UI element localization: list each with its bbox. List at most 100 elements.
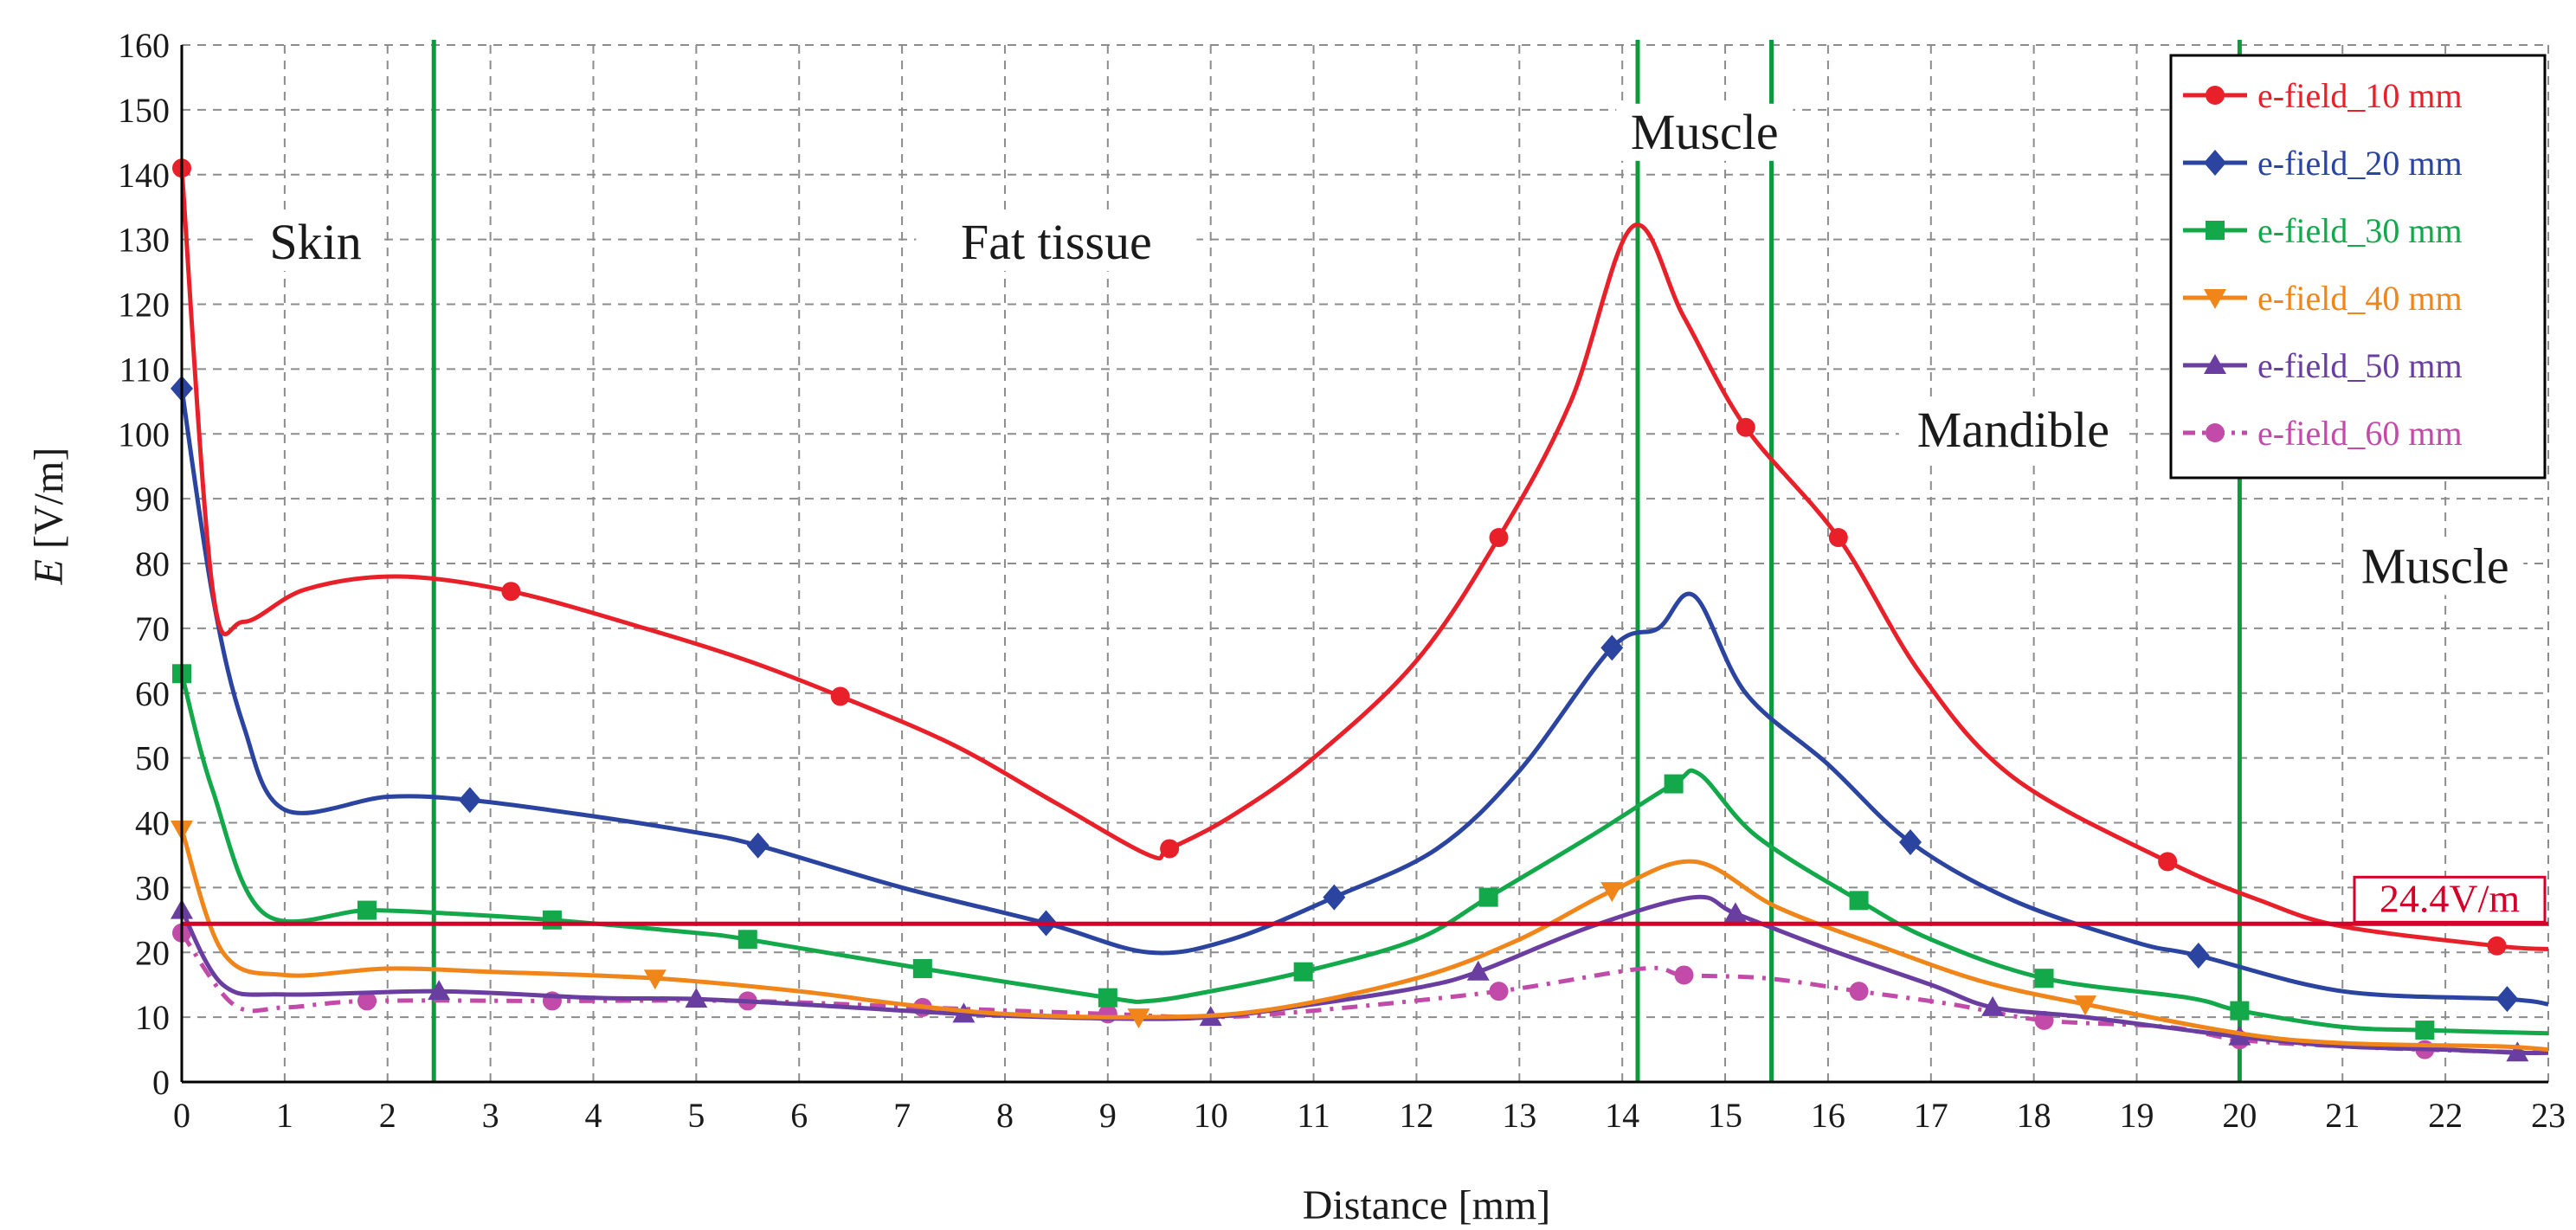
data-point <box>542 910 562 930</box>
y-tick-label: 140 <box>118 156 170 195</box>
legend-box <box>2169 54 2547 480</box>
x-tick-label: 17 <box>1914 1096 1948 1135</box>
data-point <box>1723 902 1747 923</box>
legend-label: e-field_50 mm <box>2257 346 2463 385</box>
legend-marker <box>2204 150 2226 176</box>
y-tick-label: 90 <box>135 480 170 518</box>
region-label: Mandible <box>1898 402 2128 460</box>
y-tick-label: 120 <box>118 286 170 325</box>
data-point <box>643 969 667 990</box>
x-tick-label: 14 <box>1605 1096 1639 1135</box>
region-labels: Skin Fat tissue Muscle Mandible Muscle <box>253 103 2524 596</box>
x-tick-label: 23 <box>2531 1096 2566 1135</box>
x-tick-label: 7 <box>893 1096 911 1135</box>
x-tick-label: 2 <box>379 1096 396 1135</box>
legend-entry: e-field_40 mm <box>2183 279 2463 318</box>
y-tick-label: 110 <box>119 350 170 389</box>
data-point <box>1466 960 1490 981</box>
x-tick-label: 15 <box>1708 1096 1742 1135</box>
data-point <box>2506 1041 2529 1062</box>
data-point <box>2074 995 2097 1016</box>
region-label-bg <box>2347 538 2524 596</box>
region-label-bg <box>253 214 378 272</box>
data-point <box>1981 995 2005 1016</box>
legend-entry: e-field_60 mm <box>2183 414 2463 453</box>
data-point <box>2415 1021 2435 1040</box>
data-point <box>2230 1001 2250 1021</box>
legend-entry: e-field_50 mm <box>2183 346 2463 385</box>
region-label-text: Fat tissue <box>961 214 1152 270</box>
y-tick-label: 150 <box>118 91 170 130</box>
threshold-label-box <box>2353 875 2547 924</box>
region-label-bg <box>1898 402 2128 460</box>
region-label-bg <box>1616 103 1794 161</box>
region-label: Skin <box>253 214 378 272</box>
x-tick-label: 5 <box>687 1096 705 1135</box>
data-point <box>685 988 708 1008</box>
data-point <box>1664 774 1684 794</box>
x-tick-label: 0 <box>173 1096 190 1135</box>
series-e-field-10-mm <box>172 158 2549 956</box>
y-tick-label: 10 <box>135 998 170 1037</box>
region-label: Muscle <box>2347 538 2524 596</box>
data-point <box>1849 982 1869 1001</box>
region-label: Fat tissue <box>916 214 1197 272</box>
legend-entry: e-field_10 mm <box>2183 76 2463 115</box>
data-point <box>1828 528 1848 548</box>
data-point <box>1323 884 1346 911</box>
axes <box>180 45 2548 1084</box>
y-tick-label: 0 <box>152 1063 170 1102</box>
data-point <box>2034 969 2054 989</box>
y-axis-label: E [V/m] <box>26 448 72 586</box>
x-tick-label: 18 <box>2017 1096 2051 1135</box>
data-point <box>357 900 377 920</box>
tick-labels: 0102030405060708090100110120130140150160… <box>118 26 2566 1135</box>
legend-label: e-field_30 mm <box>2257 211 2463 250</box>
series-e-field-40-mm <box>171 820 2549 1053</box>
x-tick-label: 13 <box>1502 1096 1536 1135</box>
series-line <box>179 828 2549 1053</box>
x-tick-label: 22 <box>2428 1096 2463 1135</box>
data-point <box>2496 986 2519 1013</box>
data-point <box>912 958 932 978</box>
region-label-bg <box>916 214 1197 272</box>
x-tick-label: 9 <box>1099 1096 1117 1135</box>
data-point <box>458 787 481 814</box>
x-tick-label: 12 <box>1399 1096 1433 1135</box>
x-tick-label: 21 <box>2325 1096 2360 1135</box>
y-tick-label: 50 <box>135 739 170 778</box>
y-tick-label: 70 <box>135 609 170 648</box>
data-point <box>1600 882 1624 903</box>
data-point <box>1478 887 1498 907</box>
data-point <box>1127 1008 1150 1029</box>
legend-marker <box>2204 289 2226 309</box>
data-point <box>2487 936 2507 956</box>
y-tick-label: 30 <box>135 868 170 907</box>
data-point <box>1849 891 1869 911</box>
y-axis-label-symbol: E <box>26 559 72 585</box>
x-tick-label: 11 <box>1297 1096 1330 1135</box>
x-tick-label: 6 <box>790 1096 808 1135</box>
legend-marker <box>2206 221 2225 240</box>
data-point <box>357 991 377 1011</box>
legend-label: e-field_40 mm <box>2257 279 2463 318</box>
y-tick-label: 160 <box>118 26 170 65</box>
legend-marker <box>2206 423 2225 442</box>
data-point <box>737 930 757 950</box>
legend-label: e-field_10 mm <box>2257 76 2463 115</box>
data-point <box>1736 417 1755 437</box>
data-point <box>2158 852 2178 872</box>
data-point <box>1674 965 1694 985</box>
region-label-text: Muscle <box>2361 538 2509 594</box>
x-tick-label: 20 <box>2222 1096 2257 1135</box>
region-label: Muscle <box>1616 103 1794 161</box>
x-tick-label: 1 <box>276 1096 293 1135</box>
data-point <box>830 686 850 706</box>
x-tick-label: 4 <box>584 1096 602 1135</box>
region-label-text: Skin <box>269 214 361 270</box>
data-point <box>1098 988 1117 1008</box>
series-line <box>179 168 2549 951</box>
data-point <box>1600 634 1624 661</box>
x-tick-label: 19 <box>2120 1096 2154 1135</box>
